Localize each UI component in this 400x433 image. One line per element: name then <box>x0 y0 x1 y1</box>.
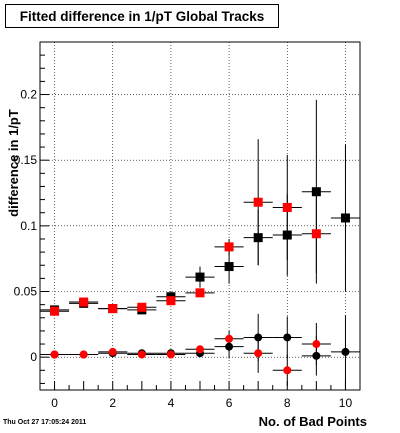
data-point-circle <box>225 334 234 343</box>
x-tick-label: 4 <box>168 396 175 410</box>
data-point-circle <box>79 350 88 359</box>
data-point-circle <box>196 345 204 354</box>
data-point-square <box>224 262 234 272</box>
data-point-circle <box>254 349 263 358</box>
data-point-square <box>108 304 118 314</box>
data-point-circle <box>166 350 175 359</box>
y-tick-label: 0.05 <box>14 285 38 299</box>
data-point-square <box>340 213 350 223</box>
data-layer <box>40 99 360 389</box>
data-point-square <box>195 288 205 298</box>
x-axis-label: No. of Bad Points <box>259 414 367 429</box>
data-point-circle <box>341 347 350 356</box>
data-point-circle <box>312 340 321 349</box>
y-tick-label: 0 <box>30 350 37 364</box>
x-tick-label: 6 <box>226 396 233 410</box>
data-point-circle <box>137 350 146 359</box>
x-tick-label: 10 <box>339 396 353 410</box>
data-point-square <box>50 306 60 316</box>
data-point-square <box>137 302 147 312</box>
data-point-square <box>311 187 321 197</box>
x-tick-label: 8 <box>284 396 291 410</box>
data-point-square <box>282 202 292 212</box>
timestamp: Thu Oct 27 17:05:24 2011 <box>3 419 87 426</box>
y-tick-label: 0.15 <box>14 153 38 167</box>
x-tick-label: 0 <box>51 396 58 410</box>
y-axis-label: difference in 1/pT <box>6 109 21 217</box>
x-tick-label: 2 <box>109 396 116 410</box>
axes: 0 2 4 6 8 10 0 0.05 0.1 0.15 0.2 <box>14 41 361 410</box>
y-tick-label: 0.2 <box>20 88 37 102</box>
plot-frame <box>39 41 361 391</box>
data-point-square <box>311 229 321 239</box>
data-point-circle <box>283 333 292 342</box>
data-point-square <box>79 297 89 307</box>
data-point-square <box>195 272 205 282</box>
data-point-circle <box>283 366 292 375</box>
chart-title: Fitted difference in 1/pT Global Tracks <box>5 4 279 28</box>
data-point-circle <box>108 347 117 356</box>
data-point-circle <box>50 350 59 359</box>
data-point-square <box>253 197 263 207</box>
y-tick-label: 0.1 <box>20 219 37 233</box>
data-point-square <box>224 242 234 252</box>
data-point-square <box>166 296 176 306</box>
